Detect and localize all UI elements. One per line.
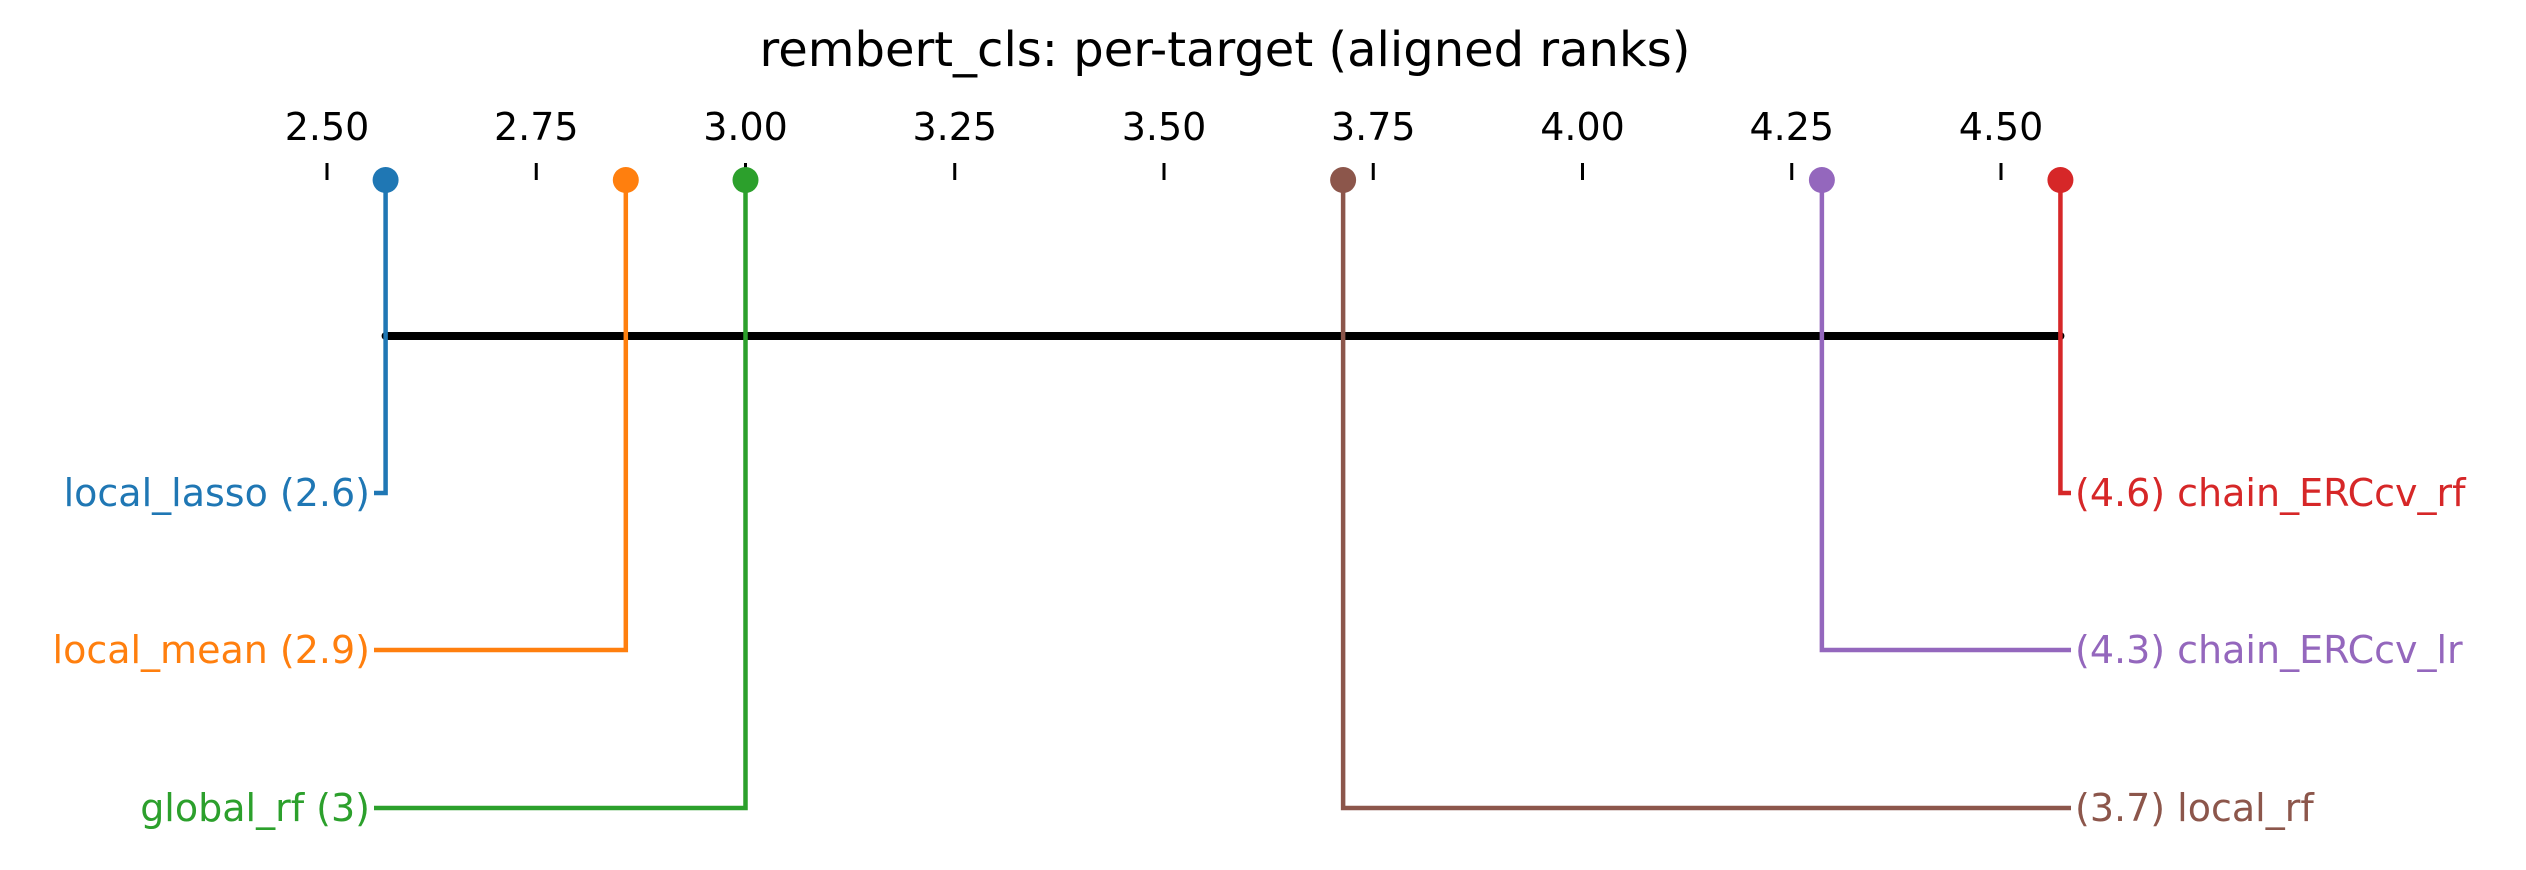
axis-tick-label: 2.50 (285, 105, 370, 149)
method-connector (1819, 180, 2071, 653)
method-label: local_lasso (2.6) (64, 471, 370, 515)
method-marker (1808, 167, 1835, 193)
method-label: global_rf (3) (140, 786, 370, 830)
axis-tick-label: 2.75 (494, 105, 579, 149)
axis-tick-label: 4.50 (1959, 105, 2044, 149)
method-connector (374, 180, 748, 811)
method-label: local_mean (2.9) (53, 628, 370, 672)
axis-tick-label: 3.00 (703, 105, 788, 149)
axis-ticks: 2.50 2.75 3.00 3.25 3.50 3.75 4.00 4.25 4.50 (285, 105, 2044, 180)
axis-tick-label: 3.50 (1122, 105, 1207, 149)
method-connector (1340, 180, 2071, 811)
method-marker (372, 167, 399, 193)
method-label: (3.7) local_rf (2075, 786, 2315, 830)
method-marker (1330, 167, 1357, 193)
method-marker (732, 167, 759, 193)
method-markers: local_lasso (2.6) local_mean (2.9) global_… (53, 167, 2467, 830)
chart-title: rembert_cls: per-target (aligned ranks) (760, 22, 1691, 78)
method-connector (2058, 180, 2071, 496)
method-connector (374, 180, 388, 496)
axis-tick-label: 4.00 (1540, 105, 1625, 149)
method-label: (4.6) chain_ERCcv_rf (2075, 471, 2467, 515)
method-marker (2047, 167, 2074, 193)
method-label: (4.3) chain_ERCcv_lr (2075, 628, 2463, 672)
method-marker (612, 167, 639, 193)
axis-tick-label: 4.25 (1749, 105, 1834, 149)
axis-tick-label: 3.75 (1331, 105, 1416, 149)
axis-tick-label: 3.25 (912, 105, 997, 149)
method-connector (374, 180, 629, 653)
